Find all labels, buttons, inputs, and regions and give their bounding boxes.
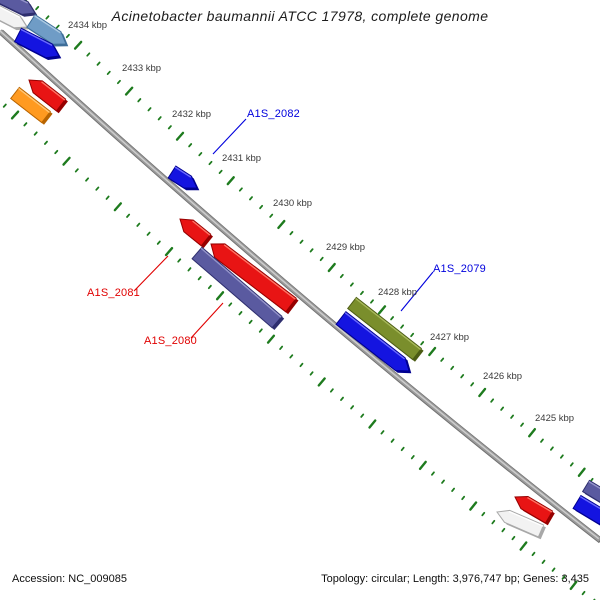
gene-arrow-white-bottomright[interactable] <box>496 509 546 540</box>
tick-label-2426: 2426 kbp <box>483 371 523 382</box>
tick-label-2427: 2427 kbp <box>430 332 470 343</box>
gene-arrow-red-long[interactable] <box>210 243 299 315</box>
gene-label-A1S_2081[interactable]: A1S_2081 <box>87 287 140 299</box>
gene-arrow-A1S_2082[interactable] <box>167 165 200 191</box>
tick-label-2432: 2432 kbp <box>172 109 212 120</box>
gene-arrow-A1S_2081[interactable] <box>179 218 213 249</box>
gene-label-A1S_2079[interactable]: A1S_2079 <box>433 263 486 275</box>
tick-label-2433: 2433 kbp <box>122 63 162 74</box>
gene-arrow-red-bottomright[interactable] <box>514 495 555 526</box>
topology-text: Topology: circular; Length: 3,976,747 bp… <box>321 573 589 585</box>
gene-arrow-steelblue-top-corner[interactable] <box>26 14 69 47</box>
map-title: Acinetobacter baumannii ATCC 17978, comp… <box>111 8 489 24</box>
gene-slab-A1S_2079[interactable] <box>346 296 424 362</box>
gene-arrow-blue-2079-pair[interactable] <box>335 310 412 374</box>
gene-slab-orange[interactable] <box>9 86 53 125</box>
gene-arrow-blue-bottomright[interactable] <box>572 494 600 526</box>
gene-label-A1S_2080[interactable]: A1S_2080 <box>144 335 197 347</box>
gene-features <box>0 0 600 540</box>
tick-label-2428: 2428 kbp <box>378 287 418 298</box>
label-leader-lines <box>133 118 434 339</box>
gene-label-A1S_2082[interactable]: A1S_2082 <box>247 108 300 120</box>
tick-label-2434: 2434 kbp <box>68 20 108 31</box>
gene-arrow-slate-top-corner[interactable] <box>0 0 38 17</box>
tick-label-2431: 2431 kbp <box>222 153 262 164</box>
tick-label-2429: 2429 kbp <box>326 242 366 253</box>
gene-arrow-slate-bottomright[interactable] <box>581 479 600 505</box>
tick-label-2430: 2430 kbp <box>273 198 313 209</box>
gene-slab-A1S_2080[interactable] <box>191 246 285 330</box>
gene-arrow-red-topleft[interactable] <box>28 79 68 114</box>
gene-arrow-blue-top-corner[interactable] <box>13 27 62 60</box>
tick-label-2425: 2425 kbp <box>535 413 575 424</box>
gene-arrow-white-top-corner[interactable] <box>0 1 30 31</box>
accession-text: Accession: NC_009085 <box>12 573 127 585</box>
backbone-line <box>0 29 600 544</box>
